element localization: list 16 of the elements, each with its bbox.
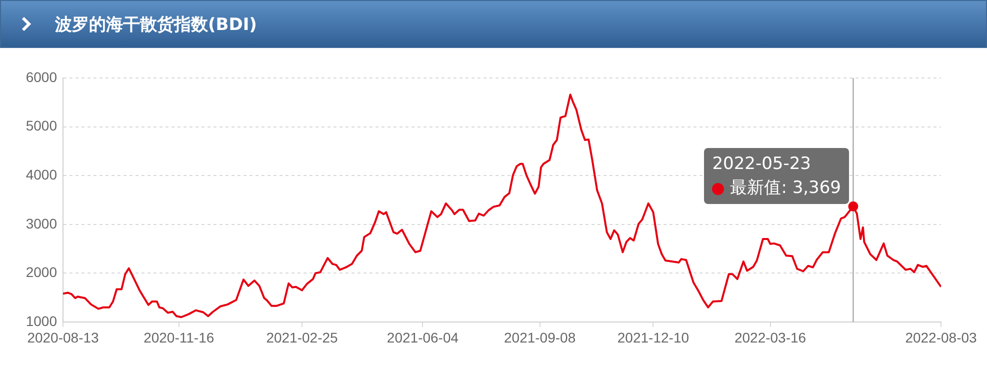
x-tick-label: 2021-09-08 — [504, 329, 576, 346]
x-tick-label: 2021-02-25 — [266, 329, 338, 346]
x-tick-label: 2021-06-04 — [386, 329, 459, 346]
annotation: 2022-05-23 最新值: 3,369 — [712, 154, 841, 198]
x-tick-label: 2021-12-10 — [617, 329, 690, 346]
x-tick-label: 2022-08-03 — [905, 329, 978, 346]
y-tick-label: 5000 — [26, 118, 58, 134]
x-tick-label: 2022-03-16 — [734, 329, 806, 346]
y-tick-label: 4000 — [26, 166, 58, 182]
y-tick-label: 2000 — [26, 264, 58, 280]
y-tick-label: 1000 — [26, 312, 58, 329]
chart-title: 波罗的海干散货指数(BDI) — [55, 14, 257, 36]
x-tick-label: 2020-08-13 — [27, 329, 100, 346]
y-tick-label: 6000 — [26, 68, 58, 85]
x-tick-label: 2020-11-16 — [144, 329, 214, 346]
y-tick-label: 3000 — [26, 215, 58, 232]
